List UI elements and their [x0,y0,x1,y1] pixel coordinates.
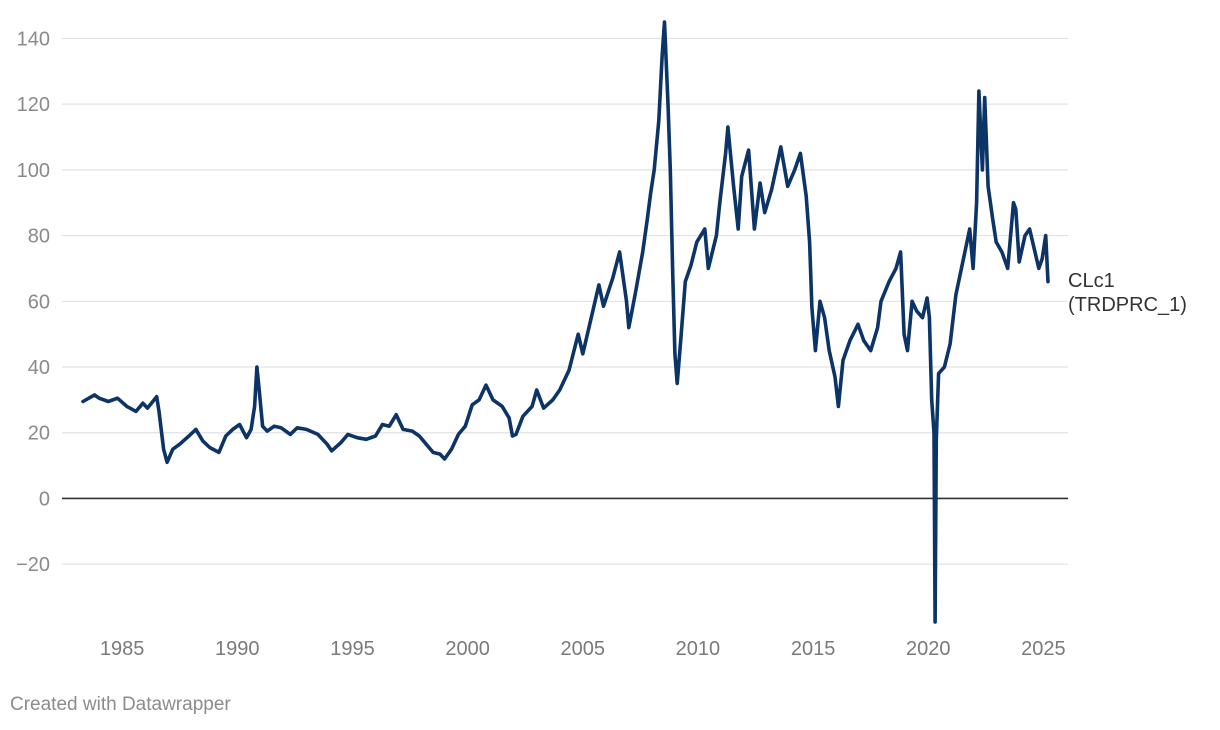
y-tick-label: 60 [28,291,50,313]
y-tick-label: 0 [39,488,50,510]
x-tick-label: 1990 [215,638,260,660]
series-line [81,20,1050,624]
x-tick-label: 2005 [561,638,606,660]
y-tick-label: 140 [17,28,50,50]
y-tick-label: 120 [17,94,50,116]
y-tick-label: 20 [28,423,50,445]
y-axis: −20 0 20 40 60 80 100 120 140 [16,28,50,576]
y-gridlines [62,37,1068,565]
y-tick-label: −20 [16,554,50,576]
x-tick-label: 2025 [1021,638,1066,660]
x-tick-label: 2020 [906,638,951,660]
y-tick-label: 40 [28,357,50,379]
x-tick-label: 1985 [100,638,145,660]
x-tick-label: 2015 [791,638,836,660]
series-label: CLc1 (TRDPRC_1) [1068,270,1187,316]
x-axis: 1985 1990 1995 2000 2005 2010 2015 2020 2025 [100,638,1066,660]
x-tick-label: 2000 [445,638,490,660]
series-layer [81,20,1050,624]
datawrapper-credit: Created with Datawrapper [10,694,231,715]
series-label-line: (TRDPRC_1) [1068,294,1187,316]
x-tick-label: 1995 [330,638,375,660]
series-label-line: CLc1 [1068,270,1115,292]
y-tick-label: 80 [28,226,50,248]
y-tick-label: 100 [17,160,50,182]
x-tick-label: 2010 [676,638,721,660]
